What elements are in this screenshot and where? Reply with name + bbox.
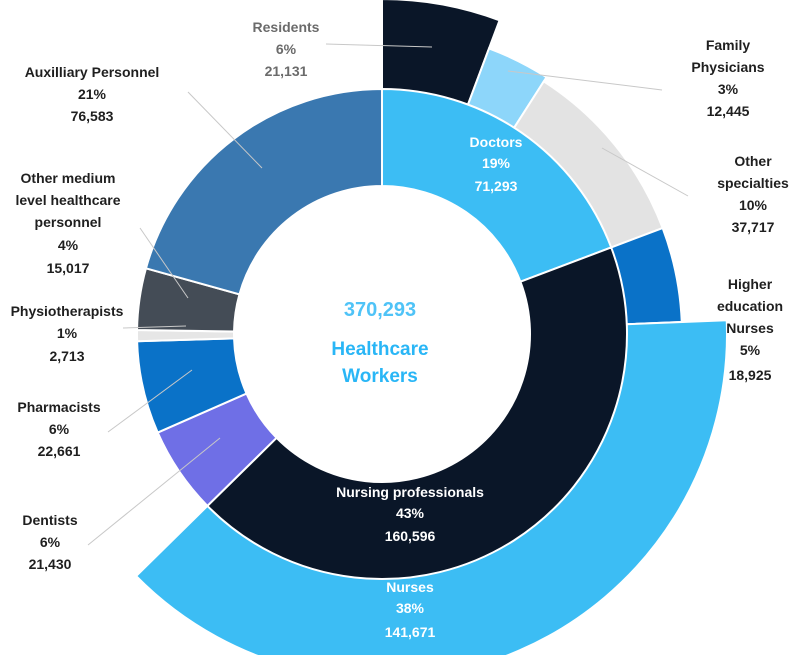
svg-text:Dentists: Dentists xyxy=(22,512,77,528)
label-higher-education-nurses: Higher education Nurses 5% 18,925 xyxy=(717,276,783,383)
leader-line-physiotherapists xyxy=(122,325,187,329)
svg-text:Family: Family xyxy=(706,37,751,53)
leader-line-auxilliary-personnel xyxy=(187,91,263,169)
svg-text:Other: Other xyxy=(734,153,772,169)
label-pharmacists: Pharmacists 6% 22,661 xyxy=(17,399,100,459)
label-family-physicians: Family Physicians 3% 12,445 xyxy=(691,37,764,119)
inner-slice-doctors xyxy=(381,87,613,284)
leader-line-pharmacists xyxy=(107,369,193,433)
svg-text:specialties: specialties xyxy=(717,175,789,191)
svg-text:Physiotherapists: Physiotherapists xyxy=(11,303,124,319)
svg-text:6%: 6% xyxy=(276,41,297,57)
svg-text:1%: 1% xyxy=(57,325,78,341)
svg-text:37,717: 37,717 xyxy=(732,219,775,235)
svg-text:Nurses: Nurses xyxy=(726,320,774,336)
label-residents: Residents 6% 21,131 xyxy=(253,19,320,79)
label-nurses: Nurses 38% 141,671 xyxy=(385,579,436,640)
svg-text:Residents: Residents xyxy=(253,19,320,35)
svg-text:Nursing professionals: Nursing professionals xyxy=(336,484,484,500)
svg-text:level healthcare: level healthcare xyxy=(15,192,120,208)
svg-text:21,131: 21,131 xyxy=(265,63,308,79)
svg-text:6%: 6% xyxy=(40,534,61,550)
svg-text:12,445: 12,445 xyxy=(707,103,750,119)
inner-ring xyxy=(136,87,628,580)
leader-line-other-specialties xyxy=(601,147,689,197)
label-physiotherapists: Physiotherapists 1% 2,713 xyxy=(11,303,124,364)
svg-text:Other medium: Other medium xyxy=(21,170,116,186)
svg-text:141,671: 141,671 xyxy=(385,624,436,640)
svg-text:Physicians: Physicians xyxy=(691,59,764,75)
center-label-line-1: Healthcare xyxy=(331,339,428,360)
svg-text:5%: 5% xyxy=(740,342,761,358)
svg-text:76,583: 76,583 xyxy=(71,108,114,124)
svg-text:21%: 21% xyxy=(78,86,107,102)
center-label-line-2: Workers xyxy=(342,366,418,387)
label-other-specialties: Other specialties 10% 37,717 xyxy=(717,153,789,235)
label-doctors: Doctors 19% 71,293 xyxy=(470,134,523,194)
label-auxilliary-personnel: Auxilliary Personnel 21% 76,583 xyxy=(25,64,160,124)
svg-text:Higher: Higher xyxy=(728,276,773,292)
svg-text:43%: 43% xyxy=(396,505,425,521)
svg-text:160,596: 160,596 xyxy=(385,528,436,544)
svg-text:personnel: personnel xyxy=(35,214,102,230)
svg-text:38%: 38% xyxy=(396,600,425,616)
svg-text:3%: 3% xyxy=(718,81,739,97)
leader-lines xyxy=(87,43,689,546)
svg-text:10%: 10% xyxy=(739,197,768,213)
svg-text:Nurses: Nurses xyxy=(386,579,434,595)
svg-text:4%: 4% xyxy=(58,237,79,253)
svg-text:22,661: 22,661 xyxy=(38,443,81,459)
label-dentists: Dentists 6% 21,430 xyxy=(22,512,77,572)
center-total: 370,293 xyxy=(344,299,416,321)
leader-line-residents xyxy=(325,43,433,48)
svg-text:Auxilliary Personnel: Auxilliary Personnel xyxy=(25,64,160,80)
label-nursing-professionals: Nursing professionals 43% 160,596 xyxy=(336,484,484,544)
svg-text:Pharmacists: Pharmacists xyxy=(17,399,100,415)
svg-text:15,017: 15,017 xyxy=(47,260,90,276)
svg-text:Doctors: Doctors xyxy=(470,134,523,150)
svg-text:2,713: 2,713 xyxy=(49,348,84,364)
svg-text:19%: 19% xyxy=(482,155,511,171)
svg-text:21,430: 21,430 xyxy=(29,556,72,572)
svg-text:18,925: 18,925 xyxy=(729,367,772,383)
svg-text:6%: 6% xyxy=(49,421,70,437)
leader-line-dentists xyxy=(87,437,221,546)
inner-slice-nursing-professionals xyxy=(206,246,628,580)
svg-text:education: education xyxy=(717,298,783,314)
inner-slice-auxilliary-personnel xyxy=(144,87,383,296)
svg-text:71,293: 71,293 xyxy=(475,178,518,194)
leader-line-other-medium-level-personnel xyxy=(139,227,189,299)
label-other-medium-level-personnel: Other medium level healthcare personnel … xyxy=(15,170,120,276)
leader-line-family-physicians xyxy=(507,70,663,91)
